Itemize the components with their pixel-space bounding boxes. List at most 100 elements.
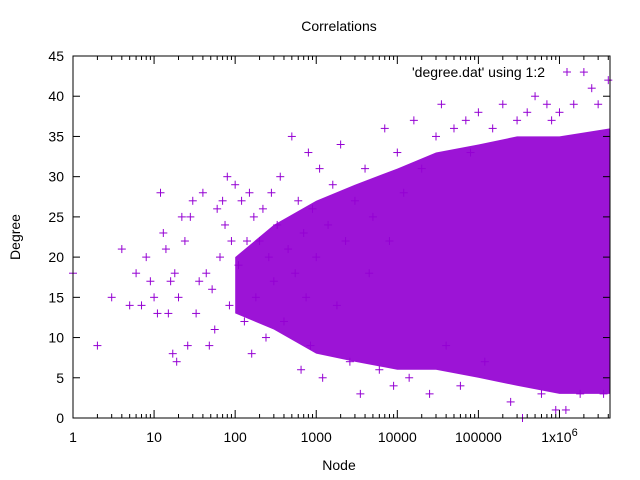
- y-tick-label: 20: [48, 249, 64, 265]
- data-point: [336, 140, 345, 149]
- data-point: [210, 325, 219, 334]
- data-point: [594, 100, 603, 109]
- data-point: [180, 237, 189, 246]
- data-point: [240, 317, 249, 326]
- data-point: [456, 381, 465, 390]
- data-point: [202, 269, 211, 278]
- data-point: [315, 164, 324, 173]
- data-point: [247, 349, 256, 358]
- data-point: [146, 277, 155, 286]
- legend-label: 'degree.dat' using 1:2: [412, 64, 545, 80]
- chart-title: Correlations: [301, 18, 376, 34]
- data-point: [161, 245, 170, 254]
- data-point: [547, 116, 556, 125]
- data-point: [245, 188, 254, 197]
- data-point: [385, 237, 394, 246]
- data-point: [604, 76, 613, 85]
- data-point: [437, 100, 446, 109]
- data-point: [164, 309, 173, 318]
- data-point: [513, 116, 522, 125]
- data-point: [599, 389, 608, 398]
- data-point: [561, 405, 570, 414]
- y-tick-label: 0: [56, 410, 64, 426]
- data-point: [324, 220, 333, 229]
- data-point: [380, 124, 389, 133]
- y-tick-label: 35: [48, 128, 64, 144]
- data-point: [125, 301, 134, 310]
- data-point: [431, 132, 440, 141]
- axis-ticks: 0 5 10 15 20 25 30 35 40 45 1 10 100 1000 10000 100000 1…: [48, 48, 610, 445]
- data-point: [276, 172, 285, 181]
- data-point: [192, 309, 201, 318]
- data-point: [93, 341, 102, 350]
- data-point: [555, 108, 564, 117]
- dense-band: [235, 128, 610, 394]
- data-point: [183, 341, 192, 350]
- data-point: [328, 180, 337, 189]
- data-point: [234, 261, 243, 270]
- data-point: [107, 293, 116, 302]
- data-point: [215, 253, 224, 262]
- data-point: [417, 164, 426, 173]
- data-point: [341, 237, 350, 246]
- y-tick-label: 5: [56, 370, 64, 386]
- data-point: [531, 92, 540, 101]
- data-point: [223, 172, 232, 181]
- data-point: [294, 196, 303, 205]
- data-point: [249, 212, 258, 221]
- data-point: [227, 237, 236, 246]
- data-point: [243, 237, 252, 246]
- data-point: [273, 220, 282, 229]
- y-tick-label: 15: [48, 289, 64, 305]
- x-tick-label: 100000: [455, 429, 502, 445]
- data-point: [284, 245, 293, 254]
- data-point: [251, 293, 260, 302]
- data-point: [231, 180, 240, 189]
- x-tick-label: 10: [146, 429, 162, 445]
- data-point: [297, 365, 306, 374]
- data-point: [356, 389, 365, 398]
- data-point: [117, 245, 126, 254]
- data-point: [174, 293, 183, 302]
- data-point: [156, 188, 165, 197]
- data-point: [198, 188, 207, 197]
- y-tick-label: 10: [48, 330, 64, 346]
- data-point: [221, 220, 230, 229]
- legend: 'degree.dat' using 1:2: [412, 64, 571, 80]
- data-point: [267, 188, 276, 197]
- data-point: [208, 285, 217, 294]
- data-point: [132, 269, 141, 278]
- data-point: [461, 116, 470, 125]
- plot-frame: [72, 55, 611, 419]
- x-tick-label: 100: [223, 429, 247, 445]
- data-point: [150, 293, 159, 302]
- data-point: [466, 148, 475, 157]
- y-tick-label: 25: [48, 209, 64, 225]
- data-point: [361, 164, 370, 173]
- data-point: [350, 196, 359, 205]
- data-point: [177, 212, 186, 221]
- data-point: [269, 277, 278, 286]
- data-point: [168, 349, 177, 358]
- data-point: [537, 389, 546, 398]
- x-axis-label: Node: [322, 457, 356, 473]
- data-point: [480, 357, 489, 366]
- data-point: [188, 196, 197, 205]
- data-point: [137, 301, 146, 310]
- data-point: [287, 132, 296, 141]
- data-point: [218, 196, 227, 205]
- data-point: [255, 237, 264, 246]
- data-point: [258, 204, 267, 213]
- data-point: [318, 373, 327, 382]
- data-point: [264, 253, 273, 262]
- data-point: [405, 373, 414, 382]
- data-point: [551, 405, 560, 414]
- data-point: [186, 212, 195, 221]
- data-point: [166, 277, 175, 286]
- data-point: [205, 341, 214, 350]
- data-point: [389, 381, 398, 390]
- data-point: [488, 124, 497, 133]
- y-tick-label: 30: [48, 169, 64, 185]
